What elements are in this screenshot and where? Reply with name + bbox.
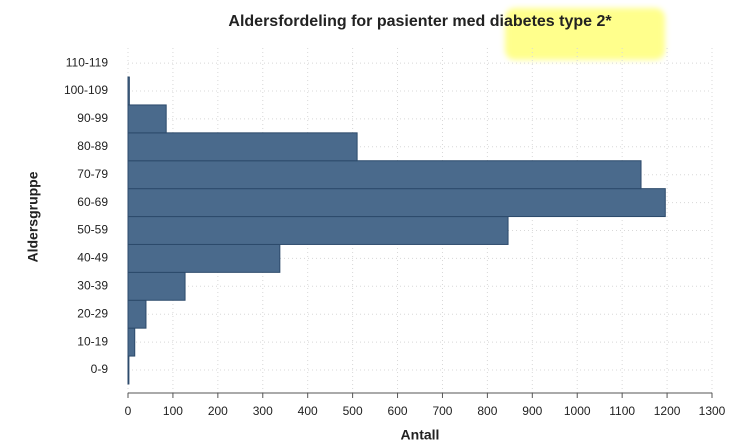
bar [127,216,509,245]
bar [127,243,281,273]
y-tick-label: 80-89 [77,139,108,153]
x-tick-label: 1000 [564,404,591,418]
bar [127,355,130,385]
y-tick-label: 10-19 [77,334,108,348]
x-tick-label: 400 [298,404,318,418]
x-tick-label: 700 [432,404,452,418]
x-axis-label: Antall [401,427,440,443]
bar [127,132,358,162]
x-tick-label: 1300 [699,404,726,418]
x-tick-label: 600 [388,404,408,418]
y-tick-label: 100-109 [64,83,108,97]
bar [127,271,186,301]
x-tick-label: 300 [253,404,273,418]
x-tick-label: 900 [522,404,542,418]
x-tick-label: 0 [125,404,132,418]
y-tick-label: 60-69 [77,195,108,209]
bar [127,327,136,357]
y-tick-label: 50-59 [77,223,108,237]
bar [127,188,666,218]
y-tick-label: 0-9 [91,362,109,376]
y-tick-label: 40-49 [77,251,108,265]
x-tick-label: 200 [208,404,228,418]
y-axis-label: Aldersgruppe [25,171,41,262]
bar [127,104,167,134]
bar [127,76,130,106]
x-tick-label: 1100 [609,404,635,418]
x-tick-label: 100 [163,404,183,418]
y-tick-label: 20-29 [77,306,108,320]
x-tick-label: 1200 [654,404,681,418]
x-tick-label: 800 [477,404,497,418]
chart-title: Aldersfordeling for pasienter med diabet… [228,13,612,30]
bar [127,299,147,329]
y-tick-label: 90-99 [77,111,108,125]
y-tick-label: 70-79 [77,167,108,181]
x-tick-label: 500 [343,404,363,418]
y-tick-label: 30-39 [77,278,108,292]
y-tick-label: 110-119 [66,55,109,69]
bar [127,160,642,190]
highlight [505,8,665,60]
